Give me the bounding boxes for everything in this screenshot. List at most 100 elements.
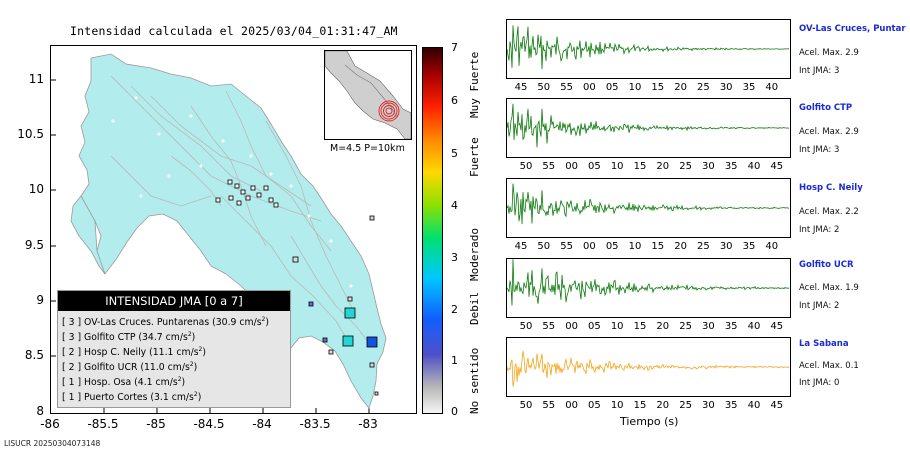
time-tick-label: 20 [656,400,670,411]
time-tick-label: 15 [651,241,665,252]
x-tick-label: -84 [252,417,272,431]
town-markers [111,96,353,288]
time-tick-label: 50 [537,82,551,93]
time-tick-label: 15 [633,321,647,332]
time-tick-label: 20 [674,241,687,252]
time-tick-label: 20 [674,82,687,93]
legend-row: [ 1 ] Hosp. Osa (4.1 cm/s2) [62,376,186,389]
legend-row: [ 3 ] OV-Las Cruces. Puntarenas (30.9 cm… [62,316,270,329]
colorbar-number: 3 [451,251,458,264]
waveform-trace [507,259,790,306]
time-tick-label: 05 [605,82,619,93]
colorbar-number: 4 [451,199,458,212]
time-tick-label: 45 [514,82,528,93]
y-tick-label: 8.5 [24,348,44,362]
station-hosp-c-neily[interactable] [366,336,378,348]
station-acceleration: Acel. Max. 2.9 [799,48,859,58]
time-tick-label: 45 [770,321,784,332]
station-name: Golfito CTP [799,103,853,113]
waveform-panel[interactable] [506,98,791,158]
station-intensity: Int JMA: 0 [799,378,840,388]
colorbar-number: 5 [451,147,458,160]
intensity-legend: INTENSIDAD JMA [0 a 7] [ 3 ] OV-Las Cruc… [57,290,291,408]
waveform-trace [507,103,790,148]
time-tick-label: 55 [542,400,556,411]
time-tick-label: 50 [519,400,533,411]
waveform-panel[interactable] [506,178,791,238]
time-tick-label: 05 [588,400,601,411]
colorbar-word-muy-fuerte: Muy Fuerte [468,51,481,118]
time-tick-label: 00 [565,161,578,172]
time-tick-label: 00 [565,400,578,411]
station-intensity: Int JMA: 3 [799,145,840,155]
inset-magnitude-label: M=4.5 P=10km [330,143,405,154]
time-tick-label: 40 [765,82,779,93]
time-tick-label: 55 [560,241,573,252]
x-tick-label: -86 [40,417,60,431]
time-tick-label: 05 [588,161,601,172]
waveform-time-ticks: 45 50 55 00 05 10 15 20 25 30 35 40 [506,241,796,253]
legend-row: [ 3 ] Golfito CTP (34.7 cm/s2) [62,331,196,344]
colorbar-number: 0 [451,405,458,418]
time-tick-label: 25 [679,400,692,411]
time-tick-label: 20 [656,321,670,332]
time-axis-label: Tiempo (s) [620,415,679,428]
station-acceleration: Acel. Max. 2.2 [799,207,859,217]
time-tick-label: 35 [742,82,756,93]
waveform-time-ticks: 50 55 00 05 10 15 20 25 30 35 40 45 [506,161,796,173]
time-tick-label: 50 [519,321,533,332]
time-tick-label: 25 [697,82,710,93]
time-tick-label: 00 [583,82,596,93]
station-golfito-ctp[interactable] [344,307,356,319]
time-tick-label: 25 [679,321,692,332]
time-tick-label: 30 [702,321,715,332]
waveform-panel[interactable] [506,337,791,397]
time-tick-label: 25 [679,161,692,172]
legend-row: [ 1 ] Puerto Cortes (3.1 cm/s2) [62,391,202,404]
station-name: OV-Las Cruces, Puntar [799,24,906,34]
map-title: Intensidad calculada el 2025/03/04_01:31… [70,24,398,38]
time-tick-label: 55 [560,82,573,93]
seismogram-line [507,259,790,306]
time-tick-label: 35 [724,400,738,411]
time-tick-label: 50 [519,161,533,172]
colorbar-word-debil: Debil [468,291,481,325]
legend-header: INTENSIDAD JMA [0 a 7] [58,291,290,311]
seismogram-line [507,350,790,387]
colorbar-number: 7 [451,41,458,54]
colorbar-number: 6 [451,94,458,107]
waveform-panel[interactable] [506,258,791,318]
time-tick-label: 35 [742,241,756,252]
time-tick-label: 10 [628,82,642,93]
time-tick-label: 40 [747,161,761,172]
time-tick-label: 30 [702,161,715,172]
station-acceleration: Acel. Max. 2.9 [799,127,859,137]
time-tick-label: 25 [697,241,710,252]
station-ov-las-cruces[interactable] [342,335,354,347]
time-tick-label: 05 [588,321,601,332]
x-tick-label: -83 [358,417,378,431]
waveform-trace [507,350,790,387]
nicoya-peninsula [70,195,106,275]
waveform-time-ticks: 50 55 00 05 10 15 20 25 30 35 40 45 [506,400,796,412]
y-tick-label: 8 [36,404,44,418]
intensity-colorbar [422,47,443,414]
colorbar-word-moderado: Moderado [468,228,481,281]
time-tick-label: 30 [719,241,733,252]
time-tick-label: 20 [656,161,670,172]
station-intensity: Int JMA: 2 [799,301,840,311]
colorbar-number: 2 [451,303,458,316]
y-tick-label: 11 [28,72,44,86]
colorbar-word-no-sentido: No sentido [468,347,481,414]
time-tick-label: 55 [542,321,556,332]
x-tick-label: -85.5 [87,417,119,431]
waveform-time-ticks: 50 55 00 05 10 15 20 25 30 35 40 45 [506,321,796,333]
x-tick-label: -83.5 [299,417,331,431]
time-tick-label: 30 [719,82,733,93]
x-tick-label: -85 [146,417,166,431]
time-tick-label: 50 [537,241,551,252]
time-tick-label: 45 [770,400,784,411]
inset-land [324,50,412,140]
time-tick-label: 10 [628,241,642,252]
waveform-panel[interactable] [506,19,791,79]
